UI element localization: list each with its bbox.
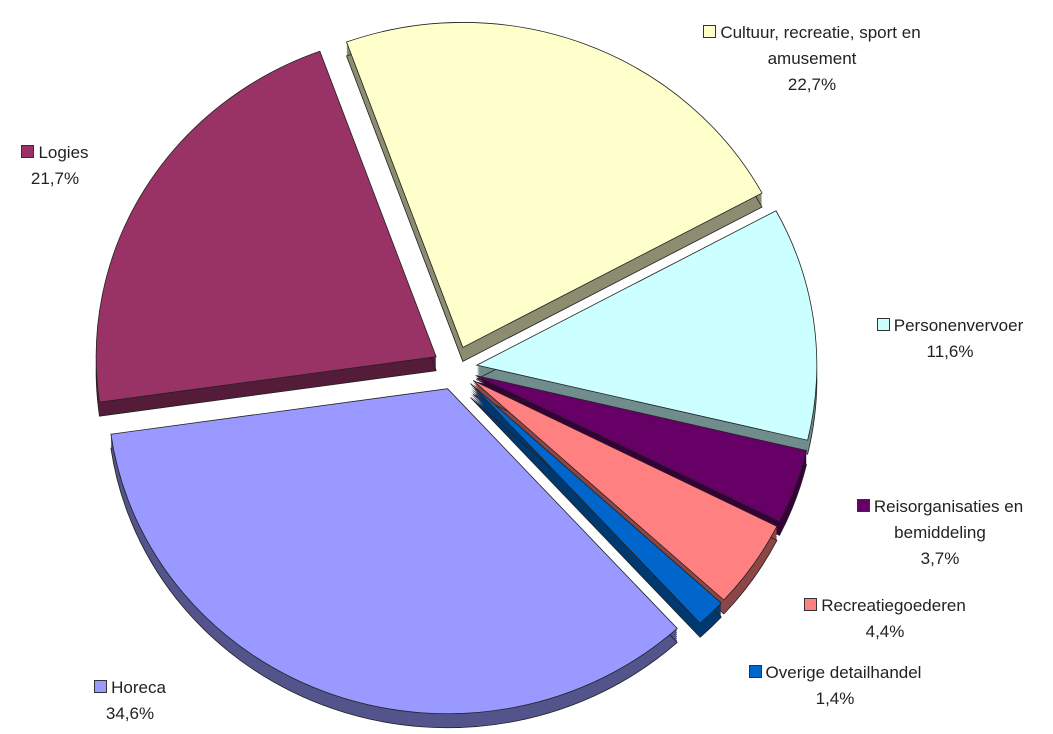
slice-label: Overige detailhandel 1,4% xyxy=(715,660,955,712)
value-label: 21,7% xyxy=(30,169,80,188)
legend-swatch xyxy=(703,25,717,38)
legend-swatch xyxy=(21,145,35,158)
slice-label: Personenvervoer 11,6% xyxy=(840,313,1053,365)
slice-label: Reisorganisaties en bemiddeling 3,7% xyxy=(835,494,1045,572)
slice xyxy=(346,22,763,348)
slice xyxy=(470,383,722,624)
legend-swatch xyxy=(876,318,890,331)
category-name: Horeca xyxy=(111,678,166,697)
value-label: 4,4% xyxy=(865,622,905,641)
slice-label: Logies 21,7% xyxy=(0,140,115,192)
legend-swatch xyxy=(94,680,108,693)
category-name: Overige detailhandel xyxy=(765,663,922,682)
legend-swatch xyxy=(748,665,762,678)
slice xyxy=(110,388,678,715)
slice-label: Recreatiegoederen 4,4% xyxy=(775,593,995,645)
slice xyxy=(475,210,818,441)
slice-label: Horeca 34,6% xyxy=(60,675,200,727)
category-name: Recreatiegoederen xyxy=(821,596,966,615)
category-name: Reisorganisaties en bemiddeling xyxy=(873,497,1024,542)
value-label: 3,7% xyxy=(920,549,960,568)
legend-swatch xyxy=(804,598,818,611)
slice xyxy=(472,380,778,601)
slice xyxy=(475,375,807,522)
slice xyxy=(95,50,437,403)
value-label: 22,7% xyxy=(787,75,837,94)
slice-label: Cultuur, recreatie, sport en amusement 22… xyxy=(692,20,932,98)
value-label: 11,6% xyxy=(926,342,974,361)
category-name: Cultuur, recreatie, sport en amusement xyxy=(720,23,921,68)
category-name: Logies xyxy=(38,143,89,162)
legend-swatch xyxy=(856,499,870,512)
value-label: 34,6% xyxy=(105,704,155,723)
value-label: 1,4% xyxy=(815,689,855,708)
category-name: Personenvervoer xyxy=(893,316,1024,335)
